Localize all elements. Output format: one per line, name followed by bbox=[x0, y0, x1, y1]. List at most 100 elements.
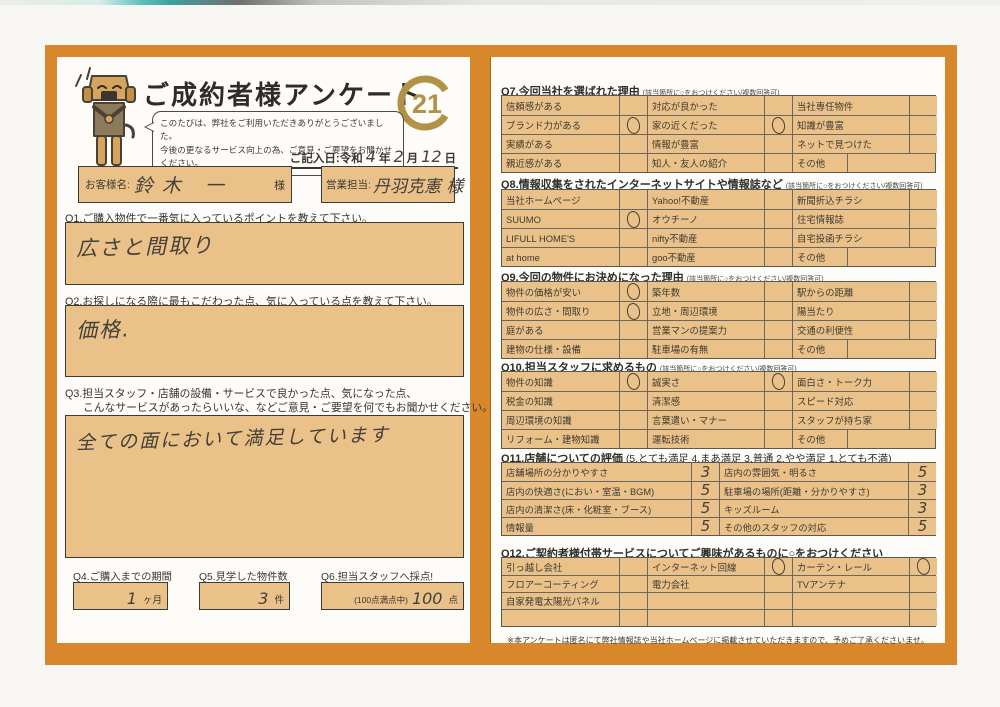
q11-scale-note: (5.とても満足 4.まあ満足 3.普通 2.やや満足 1.とても不満) bbox=[625, 454, 892, 465]
mark-cell bbox=[619, 229, 647, 247]
option-cell bbox=[792, 593, 909, 609]
option-cell: 庭がある bbox=[502, 321, 619, 339]
score-cell: 5 bbox=[908, 518, 936, 535]
table-row: LIFULL HOME'S nifty不動産 自宅投函チラシ bbox=[502, 228, 937, 247]
score-handwritten: 3 bbox=[917, 500, 928, 517]
q6-value-handwritten: 100 bbox=[411, 589, 443, 608]
mark-cell bbox=[619, 282, 647, 301]
mark-cell bbox=[619, 392, 647, 410]
option-cell bbox=[502, 610, 619, 626]
table-row: 引っ越し会社 インターネット回線 カーテン・レール bbox=[502, 558, 937, 575]
mark-cell bbox=[619, 340, 647, 358]
circle-mark bbox=[915, 558, 932, 575]
mark-cell bbox=[764, 135, 792, 153]
option-cell: nifty不動産 bbox=[647, 229, 764, 247]
table-row: 実績がある 情報が豊富 ネットで見つけた bbox=[502, 134, 937, 153]
option-cell: 言葉遣い・マナー bbox=[647, 411, 764, 429]
option-cell: 自宅投函チラシ bbox=[792, 229, 909, 247]
q4-label: Q4.ご購入までの期間 bbox=[73, 572, 172, 583]
option-cell: 清潔感 bbox=[647, 392, 764, 410]
circle-mark bbox=[625, 282, 642, 301]
customer-name-label: お客様名: bbox=[85, 179, 130, 191]
scanner-edge-artifact bbox=[0, 0, 1000, 5]
other-blank-cell bbox=[847, 248, 935, 266]
option-cell: 知人・友人の紹介 bbox=[647, 154, 764, 172]
option-cell: TVアンテナ bbox=[792, 576, 909, 592]
score-handwritten: 5 bbox=[917, 518, 928, 535]
score-cell: 5 bbox=[691, 518, 719, 535]
greeting-line-2: 今後の更なるサービス向上の為、ご意見・ご要望をお聞かせください。 bbox=[160, 144, 393, 168]
score-handwritten: 5 bbox=[917, 463, 928, 481]
date-year-unit: 年 bbox=[378, 153, 391, 165]
mark-cell bbox=[764, 411, 792, 429]
mark-cell bbox=[764, 302, 792, 320]
circle-mark bbox=[625, 302, 642, 320]
mark-cell bbox=[619, 411, 647, 429]
q8-options-table: 当社ホームページ Yahoo!不動産 新聞折込チラシ SUUMO オウチーノ 住宅情報誌 L… bbox=[501, 189, 937, 267]
table-row: 情報量 5 その他のスタッフの対応 5 bbox=[502, 517, 936, 535]
other-blank-cell bbox=[847, 340, 935, 358]
q5-label: Q5.見学した物件数 bbox=[199, 572, 288, 583]
mark-cell bbox=[619, 116, 647, 134]
option-cell: 建物の仕様・設備 bbox=[502, 340, 619, 358]
q12-options-table: 引っ越し会社 インターネット回線 カーテン・レール フロアーコーティング 電力会社 TVア… bbox=[501, 557, 937, 627]
mark-cell bbox=[764, 96, 792, 115]
option-cell: 駐車場の有無 bbox=[647, 340, 764, 358]
customer-name-field: お客様名: 鈴木 一 様 bbox=[78, 166, 292, 203]
mark-cell bbox=[619, 135, 647, 153]
svg-text:21: 21 bbox=[412, 89, 442, 119]
rating-item-cell: キッズルーム bbox=[719, 500, 908, 517]
option-cell: 親近感がある bbox=[502, 154, 619, 172]
survey-form-frame: ご成約者様アンケート 21 このたびは、弊社をご利用いただきありがとうございまし… bbox=[45, 45, 957, 665]
option-cell: 税金の知識 bbox=[502, 392, 619, 410]
mark-cell bbox=[764, 340, 792, 358]
circle-mark bbox=[770, 558, 787, 575]
option-cell: 陽当たり bbox=[792, 302, 909, 320]
table-row: 税金の知識 清潔感 スピード対応 bbox=[502, 391, 937, 410]
q8-title-text: Q8.情報収集をされたインターネットサイトや情報誌など bbox=[501, 179, 783, 191]
option-cell: 当社専任物件 bbox=[792, 96, 909, 115]
mark-cell bbox=[764, 392, 792, 410]
option-cell: ブランド力がある bbox=[502, 116, 619, 134]
score-cell: 3 bbox=[908, 482, 936, 499]
dog-mascot-icon bbox=[75, 67, 136, 166]
score-cell: 3 bbox=[691, 463, 719, 481]
option-cell: 家の近くだった bbox=[647, 116, 764, 134]
mark-cell bbox=[764, 321, 792, 339]
circle-mark bbox=[625, 372, 642, 391]
option-cell: その他 bbox=[792, 154, 847, 172]
q8-title: Q8.情報収集をされたインターネットサイトや情報誌など (該当箇所に○をおつけく… bbox=[501, 176, 923, 192]
table-row: 店内の清潔さ(床・化粧室・ブース) 5 キッズルーム 3 bbox=[502, 499, 936, 517]
q3-label-line2: こんなサービスがあったらいいな、などご意見・ご要望を何でもお聞かせください。 bbox=[83, 402, 493, 414]
score-cell: 5 bbox=[691, 482, 719, 499]
date-month-unit: 月 bbox=[406, 153, 419, 165]
table-row: 自家発電太陽光パネル bbox=[502, 592, 937, 609]
mark-cell bbox=[764, 154, 792, 172]
option-cell bbox=[792, 610, 909, 626]
table-row: フロアーコーティング 電力会社 TVアンテナ bbox=[502, 575, 937, 592]
table-row: 店内の快適さ(におい・室温・BGM) 5 駐車場の場所(距離・分かりやすさ) 3 bbox=[502, 481, 936, 499]
customer-name-handwritten: 鈴木 一 bbox=[133, 175, 233, 197]
q11-rating-table: 店舗場所の分かりやすさ 3 店内の雰囲気・明るさ 5 店内の快適さ(におい・室温・BGM… bbox=[501, 462, 936, 536]
sales-agent-field: 営業担当: 丹羽克憲 様 bbox=[321, 166, 463, 203]
mark-cell bbox=[909, 610, 937, 626]
option-cell: 立地・周辺環境 bbox=[647, 302, 764, 320]
option-cell: at home bbox=[502, 248, 619, 266]
option-cell: 住宅情報誌 bbox=[792, 210, 909, 228]
q9-note: (該当箇所に○をおつけください/複数回答可) bbox=[686, 276, 824, 283]
mark-cell bbox=[619, 154, 647, 172]
mark-cell bbox=[909, 321, 937, 339]
table-row: リフォーム・建物知識 運転技術 その他 bbox=[502, 429, 935, 448]
q2-answer-box: 価格. bbox=[65, 305, 464, 377]
mark-cell bbox=[909, 576, 937, 592]
mark-cell bbox=[619, 372, 647, 391]
option-cell: 駅からの距離 bbox=[792, 282, 909, 301]
option-cell bbox=[647, 610, 764, 626]
greeting-line-1: このたびは、弊社をご利用いただきありがとうございました。 bbox=[160, 118, 384, 142]
q7-note: (該当箇所に○をおつけください/複数回答可) bbox=[642, 90, 780, 97]
q3-label-line1: Q3.担当スタッフ・店舗の設備・サービスで良かった点、気になった点、 bbox=[65, 388, 418, 400]
date-day-handwritten: 12 bbox=[421, 147, 442, 166]
date-day-unit: 日 bbox=[444, 153, 457, 165]
mark-cell bbox=[619, 593, 647, 609]
